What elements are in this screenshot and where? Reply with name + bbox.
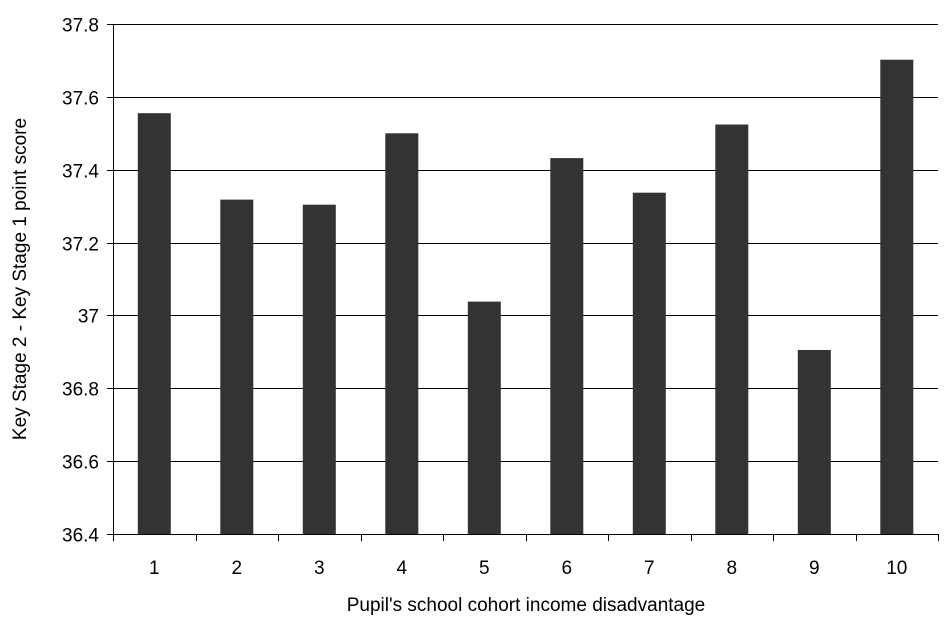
bar-1 — [137, 113, 171, 534]
y-tick-labels: 36.4 36.6 36.8 37 37.2 37.4 37.6 37.8 — [62, 16, 99, 547]
x-tick-label: 6 — [562, 558, 573, 579]
y-tick-label: 37.6 — [62, 89, 99, 110]
x-tick-label: 9 — [809, 558, 820, 579]
bar-3 — [302, 204, 336, 534]
y-axis-label: Key Stage 2 - Key Stage 1 point score — [10, 118, 31, 440]
bar-5 — [467, 301, 501, 534]
y-tick-label: 36.6 — [62, 453, 99, 474]
x-tick-label: 3 — [314, 558, 325, 579]
bar-6 — [550, 158, 584, 534]
x-tick-label: 2 — [232, 558, 243, 579]
bar-9 — [797, 350, 831, 534]
axes — [107, 24, 939, 541]
x-tick-label: 5 — [479, 558, 490, 579]
x-tick-labels: 1 2 3 4 5 6 7 8 9 10 — [149, 558, 907, 579]
y-tick-label: 37.4 — [62, 162, 99, 183]
y-tick-label: 36.4 — [62, 526, 99, 547]
x-axis-label: Pupil's school cohort income disadvantag… — [347, 595, 706, 616]
bar-4 — [385, 133, 419, 535]
x-tick-label: 7 — [644, 558, 655, 579]
bar-8 — [715, 124, 749, 534]
bar-2 — [220, 199, 254, 534]
bar-7 — [632, 192, 666, 534]
x-tick-label: 10 — [886, 558, 907, 579]
y-tick-label: 37.2 — [62, 235, 99, 256]
y-tick-label: 36.8 — [62, 380, 99, 401]
x-tick-label: 4 — [397, 558, 408, 579]
bar-10 — [880, 59, 914, 534]
x-tick-label: 8 — [727, 558, 738, 579]
bars — [137, 59, 914, 535]
y-tick-label: 37.8 — [62, 16, 99, 37]
x-tick-label: 1 — [149, 558, 160, 579]
y-tick-label: 37 — [78, 307, 99, 328]
